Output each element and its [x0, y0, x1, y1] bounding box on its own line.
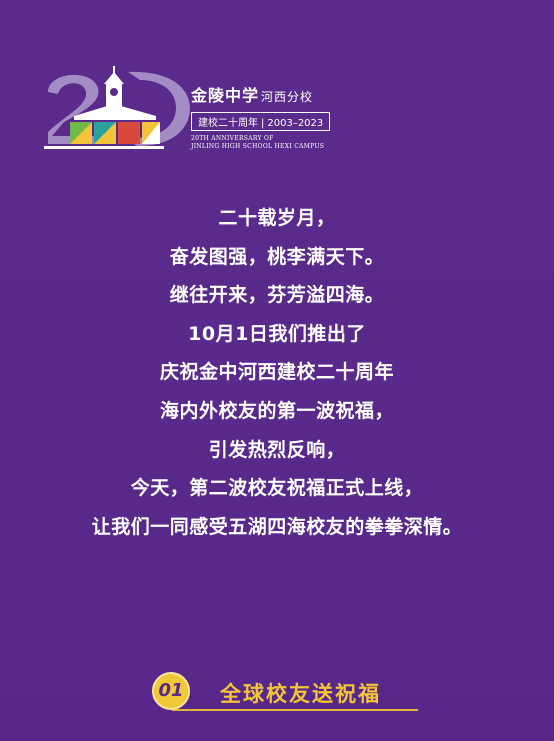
anniversary-years: 2003–2023 — [267, 118, 324, 129]
school-name-text: 金陵中学 — [191, 86, 260, 105]
message-line: 让我们一同感受五湖四海校友的拳拳深情。 — [91, 515, 463, 538]
twenty-emblem-icon — [44, 66, 190, 149]
logo-text-block: 金陵中学 河西分校 建校二十周年 | 2003–2023 20TH ANNIVERSA… — [191, 82, 331, 151]
anniversary-english: 20TH ANNIVERSARY OF JINLING HIGH SCHOOL … — [191, 135, 330, 151]
anniversary-box: 建校二十周年 | 2003–2023 — [191, 112, 331, 131]
section-title: 全球校友送祝福 — [220, 682, 381, 706]
section-heading: 01 全球校友送祝福 — [152, 672, 418, 712]
anniversary-english-line2: JINLING HIGH SCHOOL HEXI CAMPUS — [191, 143, 325, 150]
campus-name: 河西分校 — [261, 90, 314, 104]
anniversary-english-line1: 20TH ANNIVERSARY OF — [191, 135, 274, 142]
message-line: 10月1日我们推出了 — [188, 322, 366, 345]
message-line: 庆祝金中河西建校二十周年 — [159, 361, 394, 384]
school-name: 金陵中学 河西分校 — [191, 82, 330, 106]
section-number-badge: 01 — [152, 672, 190, 710]
message-line: 奋发图强，桃李满天下。 — [169, 245, 385, 268]
anniversary-divider: | — [261, 118, 265, 129]
message-body: 二十载岁月， 奋发图强，桃李满天下。 继往开来，芬芳溢四海。 10月1日我们推出… — [0, 204, 554, 551]
message-line: 海内外校友的第一波祝福， — [159, 399, 394, 422]
anniversary-label: 建校二十周年 — [198, 118, 258, 129]
section-underline — [172, 709, 418, 711]
message-line: 二十载岁月， — [218, 207, 336, 229]
message-line: 今天，第二波校友祝福正式上线， — [130, 477, 424, 500]
school-logo: 金陵中学 河西分校 建校二十周年 | 2003–2023 20TH ANNIVERSA… — [44, 66, 331, 150]
message-line: 继往开来，芬芳溢四海。 — [169, 284, 385, 307]
message-line: 引发热烈反响， — [208, 438, 346, 461]
